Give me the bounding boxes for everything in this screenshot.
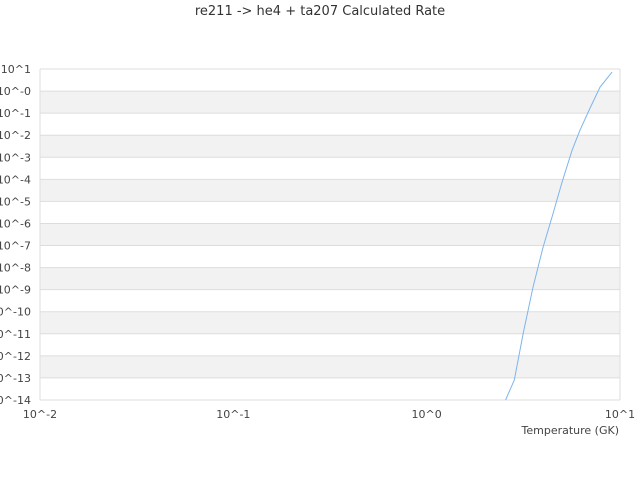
y-tick-label: 10^-0 bbox=[0, 85, 31, 98]
y-tick-label: 10^-14 bbox=[0, 394, 31, 407]
y-tick-label: 10^-2 bbox=[0, 129, 31, 142]
grid-band bbox=[40, 179, 620, 202]
grid-band bbox=[40, 113, 620, 136]
y-tick-label: 10^-12 bbox=[0, 350, 31, 363]
y-tick-label: 10^1 bbox=[1, 63, 31, 76]
grid-band bbox=[40, 333, 620, 356]
grid-band bbox=[40, 69, 620, 92]
x-tick-label: 10^0 bbox=[412, 408, 442, 421]
chart-title: re211 -> he4 + ta207 Calculated Rate bbox=[194, 4, 446, 19]
x-tick-label: 10^-1 bbox=[216, 408, 250, 421]
grid-band bbox=[40, 245, 620, 268]
y-tick-label: 10^-5 bbox=[0, 195, 31, 208]
y-tick-label: 10^-8 bbox=[0, 262, 31, 275]
grid-band bbox=[40, 91, 620, 114]
y-tick-label: 10^-4 bbox=[0, 173, 31, 186]
y-tick-label: 10^-13 bbox=[0, 372, 31, 385]
y-tick-label: 10^-1 bbox=[0, 107, 31, 120]
x-tick-label: 10^1 bbox=[605, 408, 635, 421]
grid-band bbox=[40, 355, 620, 378]
grid-band bbox=[40, 377, 620, 400]
y-tick-label: 10^-9 bbox=[0, 284, 31, 297]
grid-band bbox=[40, 311, 620, 334]
y-tick-label: 10^-7 bbox=[0, 240, 31, 253]
grid-band bbox=[40, 223, 620, 246]
series-line bbox=[505, 71, 613, 401]
y-tick-label: 10^-3 bbox=[0, 151, 31, 164]
x-axis-label: Temperature (GK) bbox=[521, 424, 620, 437]
grid-band bbox=[40, 289, 620, 312]
y-tick-label: 10^-6 bbox=[0, 217, 31, 230]
grid-band bbox=[40, 267, 620, 290]
y-tick-label: 10^-11 bbox=[0, 328, 31, 341]
x-tick-label: 10^-2 bbox=[23, 408, 57, 421]
grid-band bbox=[40, 135, 620, 158]
grid-band bbox=[40, 201, 620, 224]
y-tick-label: 10^-10 bbox=[0, 306, 31, 319]
grid-band bbox=[40, 157, 620, 180]
